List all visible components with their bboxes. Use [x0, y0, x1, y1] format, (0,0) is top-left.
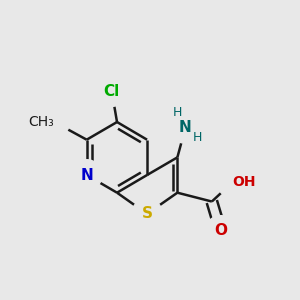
- Text: H: H: [193, 131, 202, 144]
- Circle shape: [132, 199, 162, 229]
- Text: N: N: [179, 120, 192, 135]
- Text: H: H: [173, 106, 182, 119]
- Circle shape: [217, 167, 248, 198]
- Circle shape: [96, 76, 127, 106]
- Circle shape: [170, 112, 201, 143]
- Text: Cl: Cl: [103, 84, 120, 99]
- Text: S: S: [142, 206, 153, 221]
- Circle shape: [71, 160, 102, 190]
- Circle shape: [39, 107, 70, 137]
- Text: N: N: [80, 167, 93, 182]
- Text: O: O: [214, 224, 227, 238]
- Text: OH: OH: [232, 176, 256, 189]
- Circle shape: [206, 216, 236, 246]
- Text: CH₃: CH₃: [28, 115, 54, 129]
